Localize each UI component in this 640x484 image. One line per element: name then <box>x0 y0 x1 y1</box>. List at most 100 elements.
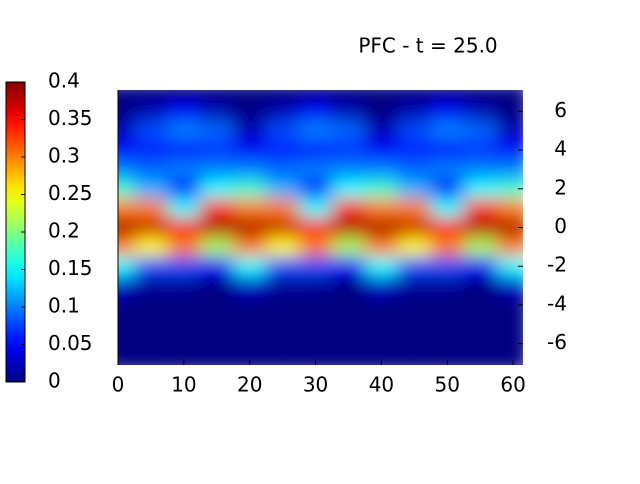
heatmap-cell <box>266 217 300 238</box>
heatmap-cell <box>200 217 234 238</box>
colorbar-tick-label: 0.3 <box>48 144 80 168</box>
heatmap-cell <box>266 237 300 257</box>
heatmap-cell <box>332 353 365 365</box>
heatmap-cell <box>134 256 168 276</box>
heatmap-cell <box>233 275 267 296</box>
heatmap-cell <box>299 198 333 218</box>
heatmap-cell <box>299 90 333 102</box>
colorbar-tick-label: 0.4 <box>48 69 80 93</box>
heatmap-cell <box>463 334 497 354</box>
heatmap-cell <box>299 179 333 199</box>
heatmap-cell <box>167 101 201 121</box>
colorbar-tick-label: 0.15 <box>48 256 93 280</box>
heatmap-cell <box>299 140 333 160</box>
heatmap-cell <box>233 90 267 102</box>
heatmap-cell <box>200 256 234 276</box>
x-tick-label: 60 <box>500 373 525 397</box>
heatmap <box>118 90 523 365</box>
heatmap-cell <box>299 101 333 121</box>
colorbar-tick-label: 0.2 <box>48 219 80 243</box>
heatmap-cell <box>266 334 300 354</box>
heatmap-cell <box>496 90 523 102</box>
x-tick-label: 50 <box>435 373 460 397</box>
heatmap-cell <box>332 217 365 238</box>
heatmap-cell <box>364 101 398 121</box>
heatmap-cell <box>118 198 135 218</box>
heatmap-cell <box>364 314 398 335</box>
heatmap-cell <box>118 256 135 276</box>
heatmap-cell <box>496 334 523 354</box>
heatmap-cell <box>118 275 135 296</box>
heatmap-cell <box>134 334 168 354</box>
heatmap-cell <box>233 198 267 218</box>
heatmap-cell <box>430 101 464 121</box>
heatmap-cell <box>299 256 333 276</box>
heatmap-cell <box>364 237 398 257</box>
heatmap-cell <box>200 120 234 141</box>
heatmap-cell <box>200 198 234 218</box>
chart-title: PFC - t = 25.0 <box>358 34 497 58</box>
heatmap-cell <box>430 120 464 141</box>
heatmap-cell <box>167 198 201 218</box>
heatmap-cell <box>332 295 365 315</box>
heatmap-cell <box>332 275 365 296</box>
heatmap-cell <box>496 314 523 335</box>
heatmap-cell <box>266 140 300 160</box>
heatmap-cell <box>364 159 398 180</box>
heatmap-cell <box>233 101 267 121</box>
heatmap-cell <box>134 140 168 160</box>
heatmap-cell <box>134 314 168 335</box>
heatmap-cell <box>233 179 267 199</box>
heatmap-cell <box>364 275 398 296</box>
heatmap-cell <box>332 334 365 354</box>
x-tick-label: 30 <box>303 373 328 397</box>
heatmap-cell <box>299 275 333 296</box>
heatmap-cell <box>266 90 300 102</box>
heatmap-cell <box>233 295 267 315</box>
heatmap-cell <box>299 295 333 315</box>
heatmap-cell <box>233 159 267 180</box>
heatmap-cell <box>118 353 135 365</box>
heatmap-cell <box>167 140 201 160</box>
heatmap-cell <box>463 140 497 160</box>
x-tick-label: 20 <box>237 373 262 397</box>
heatmap-cell <box>463 179 497 199</box>
heatmap-cell <box>397 256 431 276</box>
heatmap-cell <box>463 198 497 218</box>
heatmap-cell <box>430 275 464 296</box>
heatmap-cell <box>233 314 267 335</box>
heatmap-cell <box>167 120 201 141</box>
colorbar-tick-label: 0.1 <box>48 294 80 318</box>
heatmap-cell <box>463 159 497 180</box>
heatmap-cell <box>364 179 398 199</box>
heatmap-cell <box>463 353 497 365</box>
heatmap-cell <box>397 334 431 354</box>
heatmap-cell <box>496 237 523 257</box>
heatmap-cell <box>167 179 201 199</box>
heatmap-cell <box>167 353 201 365</box>
heatmap-cell <box>496 179 523 199</box>
heatmap-cell <box>299 120 333 141</box>
heatmap-cell <box>233 237 267 257</box>
heatmap-cell <box>332 101 365 121</box>
heatmap-cell <box>134 159 168 180</box>
heatmap-cell <box>397 217 431 238</box>
heatmap-cell <box>266 179 300 199</box>
heatmap-cell <box>397 353 431 365</box>
heatmap-cell <box>118 217 135 238</box>
heatmap-cell <box>430 295 464 315</box>
heatmap-cell <box>463 101 497 121</box>
heatmap-cell <box>167 159 201 180</box>
heatmap-cell <box>397 275 431 296</box>
heatmap-cell <box>200 314 234 335</box>
heatmap-cell <box>118 295 135 315</box>
y-tick-label: -4 <box>547 291 567 315</box>
heatmap-cell <box>463 275 497 296</box>
x-tick-label: 40 <box>369 373 394 397</box>
heatmap-cell <box>430 179 464 199</box>
heatmap-cell <box>430 314 464 335</box>
y-tick-label: -2 <box>547 253 567 277</box>
heatmap-cell <box>430 237 464 257</box>
heatmap-cell <box>200 275 234 296</box>
